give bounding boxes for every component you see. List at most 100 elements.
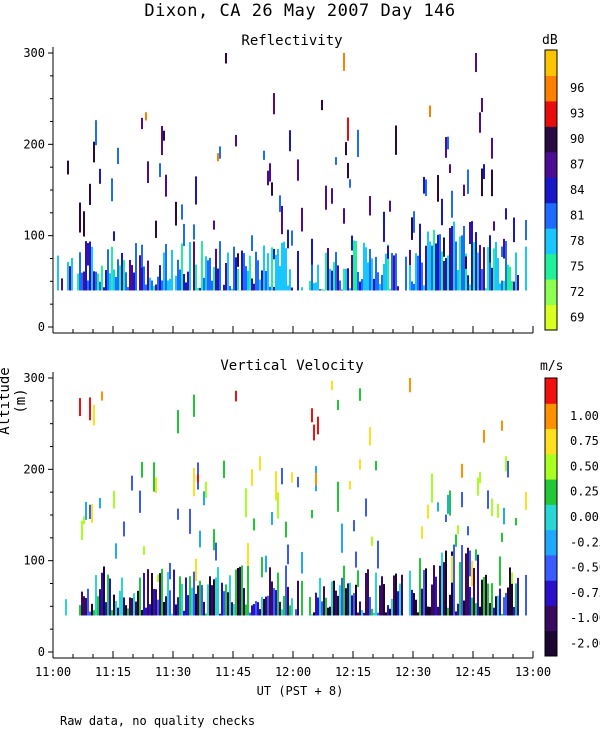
echo-column [483,247,485,291]
echo-column [341,289,343,291]
echo-column [445,514,447,522]
colorbar-label: -1.00 [570,611,600,625]
echo-column [179,576,181,616]
colorbar-label: 84 [570,183,584,197]
echo-column [489,235,491,263]
echo-column [411,589,413,616]
echo-column [497,503,499,518]
echo-column [97,596,99,616]
echo-column [443,237,445,257]
echo-column [281,205,283,235]
echo-column [449,594,451,616]
echo-column [343,268,345,291]
echo-column [491,137,493,159]
echo-column [71,258,73,291]
echo-column [337,265,339,291]
echo-column [175,201,177,226]
echo-column [147,260,149,291]
echo-column [397,286,399,291]
echo-column [377,540,379,569]
echo-column [267,253,269,291]
echo-column [447,255,449,291]
echo-column [247,270,249,291]
echo-column [515,583,517,616]
echo-column [107,249,109,291]
echo-column [385,612,387,616]
echo-column [189,508,191,534]
echo-column [83,516,85,525]
echo-column [211,280,213,291]
echo-column [271,182,273,196]
echo-column [255,251,257,291]
echo-column [261,270,263,291]
echo-column [161,125,163,156]
echo-column [495,596,497,616]
colorbar-swatch [545,177,557,204]
echo-column [511,572,513,584]
echo-column [151,280,153,291]
echo-column [215,248,217,291]
echo-column [227,252,229,291]
x-tick-label: 11:00 [35,665,71,679]
echo-column [331,270,333,291]
echo-column [505,241,507,291]
echo-column [281,609,283,616]
echo-column [383,211,385,242]
echo-column [141,609,143,616]
echo-column [157,574,159,583]
echo-column [183,223,185,247]
echo-column [469,284,471,291]
echo-column [83,211,85,237]
echo-column [127,287,129,291]
echo-column [193,571,195,616]
x-tick-label: 11:45 [215,665,251,679]
echo-column [65,599,67,616]
footnote: Raw data, no quality checks [60,714,256,728]
echo-column [475,603,477,616]
echo-column [475,232,477,291]
echo-column [449,490,451,516]
echo-column [463,184,465,197]
echo-column [161,280,163,291]
echo-column [85,241,87,291]
echo-column [449,228,451,291]
echo-column [81,591,83,616]
echo-column [509,567,511,616]
echo-column [237,268,239,291]
echo-column [349,480,351,490]
echo-column [89,504,91,520]
echo-column [357,129,359,157]
velocity-unit: m/s [540,359,564,374]
echo-column [243,588,245,616]
echo-column [381,275,383,291]
echo-column [107,574,109,616]
echo-column [145,607,147,616]
echo-column [423,570,425,616]
echo-column [445,258,447,291]
echo-column [509,266,511,291]
colorbar-swatch [545,100,557,127]
echo-column [245,604,247,616]
echo-column [337,481,339,512]
echo-column [297,580,299,616]
echo-column [439,565,441,616]
echo-column [137,590,139,616]
echo-column [337,399,339,410]
echo-column [515,252,517,291]
echo-column [301,580,303,616]
echo-column [269,567,271,616]
echo-column [467,275,469,291]
y-tick-label: 100 [23,229,45,243]
echo-column [503,507,505,525]
echo-column [61,278,63,291]
echo-column [499,588,501,616]
echo-column [115,543,117,559]
echo-column [79,252,81,291]
colorbar-label: 90 [570,132,584,146]
echo-column [323,586,325,616]
echo-column [485,288,487,291]
echo-column [193,467,195,497]
echo-column [223,284,225,291]
echo-column [285,565,287,616]
echo-column [221,582,223,616]
